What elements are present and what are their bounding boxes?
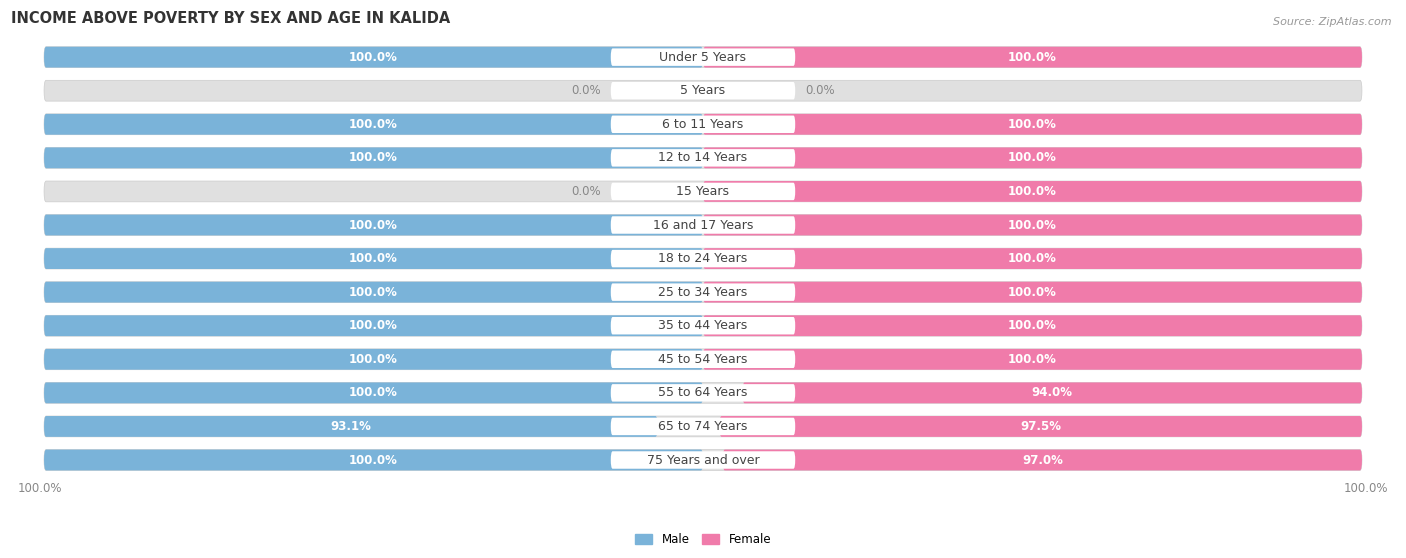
Text: 25 to 34 Years: 25 to 34 Years bbox=[658, 286, 748, 299]
Text: 0.0%: 0.0% bbox=[571, 185, 600, 198]
Text: 55 to 64 Years: 55 to 64 Years bbox=[658, 386, 748, 400]
FancyBboxPatch shape bbox=[44, 282, 703, 302]
Text: 100.0%: 100.0% bbox=[1008, 353, 1057, 366]
FancyBboxPatch shape bbox=[44, 416, 1362, 437]
Text: 100.0%: 100.0% bbox=[349, 51, 398, 64]
Text: 16 and 17 Years: 16 and 17 Years bbox=[652, 219, 754, 232]
Text: 100.0%: 100.0% bbox=[1008, 219, 1057, 232]
FancyBboxPatch shape bbox=[610, 350, 796, 368]
FancyBboxPatch shape bbox=[742, 382, 1362, 403]
FancyBboxPatch shape bbox=[44, 382, 703, 403]
FancyBboxPatch shape bbox=[610, 82, 796, 99]
Text: 100.0%: 100.0% bbox=[349, 319, 398, 332]
Text: 12 to 14 Years: 12 to 14 Years bbox=[658, 151, 748, 165]
Text: 100.0%: 100.0% bbox=[349, 353, 398, 366]
FancyBboxPatch shape bbox=[44, 114, 1362, 134]
FancyBboxPatch shape bbox=[44, 147, 703, 169]
Text: 100.0%: 100.0% bbox=[1008, 151, 1057, 165]
FancyBboxPatch shape bbox=[44, 282, 1362, 302]
Text: 100.0%: 100.0% bbox=[1008, 118, 1057, 131]
Text: 100.0%: 100.0% bbox=[1008, 252, 1057, 265]
FancyBboxPatch shape bbox=[610, 116, 796, 133]
FancyBboxPatch shape bbox=[44, 248, 1362, 269]
FancyBboxPatch shape bbox=[44, 80, 1362, 101]
Text: 97.0%: 97.0% bbox=[1022, 454, 1063, 466]
Text: 100.0%: 100.0% bbox=[1008, 319, 1057, 332]
Text: 5 Years: 5 Years bbox=[681, 84, 725, 97]
FancyBboxPatch shape bbox=[703, 147, 1362, 169]
FancyBboxPatch shape bbox=[723, 450, 1362, 470]
Text: 100.0%: 100.0% bbox=[1008, 286, 1057, 299]
Text: 100.0%: 100.0% bbox=[349, 118, 398, 131]
Text: 18 to 24 Years: 18 to 24 Years bbox=[658, 252, 748, 265]
Text: 100.0%: 100.0% bbox=[1008, 185, 1057, 198]
FancyBboxPatch shape bbox=[44, 215, 1362, 235]
Text: 100.0%: 100.0% bbox=[1008, 51, 1057, 64]
Text: 100.0%: 100.0% bbox=[349, 386, 398, 400]
Text: 65 to 74 Years: 65 to 74 Years bbox=[658, 420, 748, 433]
FancyBboxPatch shape bbox=[610, 317, 796, 334]
FancyBboxPatch shape bbox=[44, 248, 703, 269]
FancyBboxPatch shape bbox=[610, 384, 796, 402]
Text: 100.0%: 100.0% bbox=[349, 454, 398, 466]
FancyBboxPatch shape bbox=[44, 349, 703, 370]
FancyBboxPatch shape bbox=[44, 382, 1362, 403]
Text: 100.0%: 100.0% bbox=[349, 286, 398, 299]
FancyBboxPatch shape bbox=[44, 47, 1362, 68]
FancyBboxPatch shape bbox=[610, 250, 796, 267]
Text: 100.0%: 100.0% bbox=[349, 219, 398, 232]
FancyBboxPatch shape bbox=[610, 49, 796, 66]
FancyBboxPatch shape bbox=[44, 416, 658, 437]
Text: 6 to 11 Years: 6 to 11 Years bbox=[662, 118, 744, 131]
Text: 15 Years: 15 Years bbox=[676, 185, 730, 198]
FancyBboxPatch shape bbox=[610, 149, 796, 167]
FancyBboxPatch shape bbox=[610, 451, 796, 469]
Text: 35 to 44 Years: 35 to 44 Years bbox=[658, 319, 748, 332]
Text: 97.5%: 97.5% bbox=[1021, 420, 1062, 433]
FancyBboxPatch shape bbox=[610, 217, 796, 234]
FancyBboxPatch shape bbox=[610, 283, 796, 301]
Text: 45 to 54 Years: 45 to 54 Years bbox=[658, 353, 748, 366]
Text: 0.0%: 0.0% bbox=[806, 84, 835, 97]
FancyBboxPatch shape bbox=[703, 47, 1362, 68]
FancyBboxPatch shape bbox=[44, 315, 703, 336]
Text: 75 Years and over: 75 Years and over bbox=[647, 454, 759, 466]
Text: 100.0%: 100.0% bbox=[18, 482, 62, 495]
Text: 94.0%: 94.0% bbox=[1032, 386, 1073, 400]
FancyBboxPatch shape bbox=[44, 450, 1362, 470]
Text: Under 5 Years: Under 5 Years bbox=[659, 51, 747, 64]
FancyBboxPatch shape bbox=[44, 147, 1362, 169]
FancyBboxPatch shape bbox=[703, 114, 1362, 134]
Text: 100.0%: 100.0% bbox=[349, 252, 398, 265]
FancyBboxPatch shape bbox=[703, 181, 1362, 202]
FancyBboxPatch shape bbox=[703, 349, 1362, 370]
Text: INCOME ABOVE POVERTY BY SEX AND AGE IN KALIDA: INCOME ABOVE POVERTY BY SEX AND AGE IN K… bbox=[11, 11, 450, 26]
FancyBboxPatch shape bbox=[610, 182, 796, 200]
Text: 100.0%: 100.0% bbox=[349, 151, 398, 165]
FancyBboxPatch shape bbox=[703, 315, 1362, 336]
FancyBboxPatch shape bbox=[703, 248, 1362, 269]
Text: 93.1%: 93.1% bbox=[330, 420, 371, 433]
FancyBboxPatch shape bbox=[44, 181, 1362, 202]
FancyBboxPatch shape bbox=[44, 450, 703, 470]
Text: Source: ZipAtlas.com: Source: ZipAtlas.com bbox=[1274, 17, 1392, 27]
FancyBboxPatch shape bbox=[44, 47, 703, 68]
FancyBboxPatch shape bbox=[44, 349, 1362, 370]
Text: 100.0%: 100.0% bbox=[1344, 482, 1388, 495]
FancyBboxPatch shape bbox=[610, 418, 796, 435]
FancyBboxPatch shape bbox=[44, 315, 1362, 336]
Text: 0.0%: 0.0% bbox=[571, 84, 600, 97]
FancyBboxPatch shape bbox=[720, 416, 1362, 437]
FancyBboxPatch shape bbox=[703, 215, 1362, 235]
FancyBboxPatch shape bbox=[44, 114, 703, 134]
Legend: Male, Female: Male, Female bbox=[630, 528, 776, 551]
FancyBboxPatch shape bbox=[703, 282, 1362, 302]
FancyBboxPatch shape bbox=[44, 215, 703, 235]
